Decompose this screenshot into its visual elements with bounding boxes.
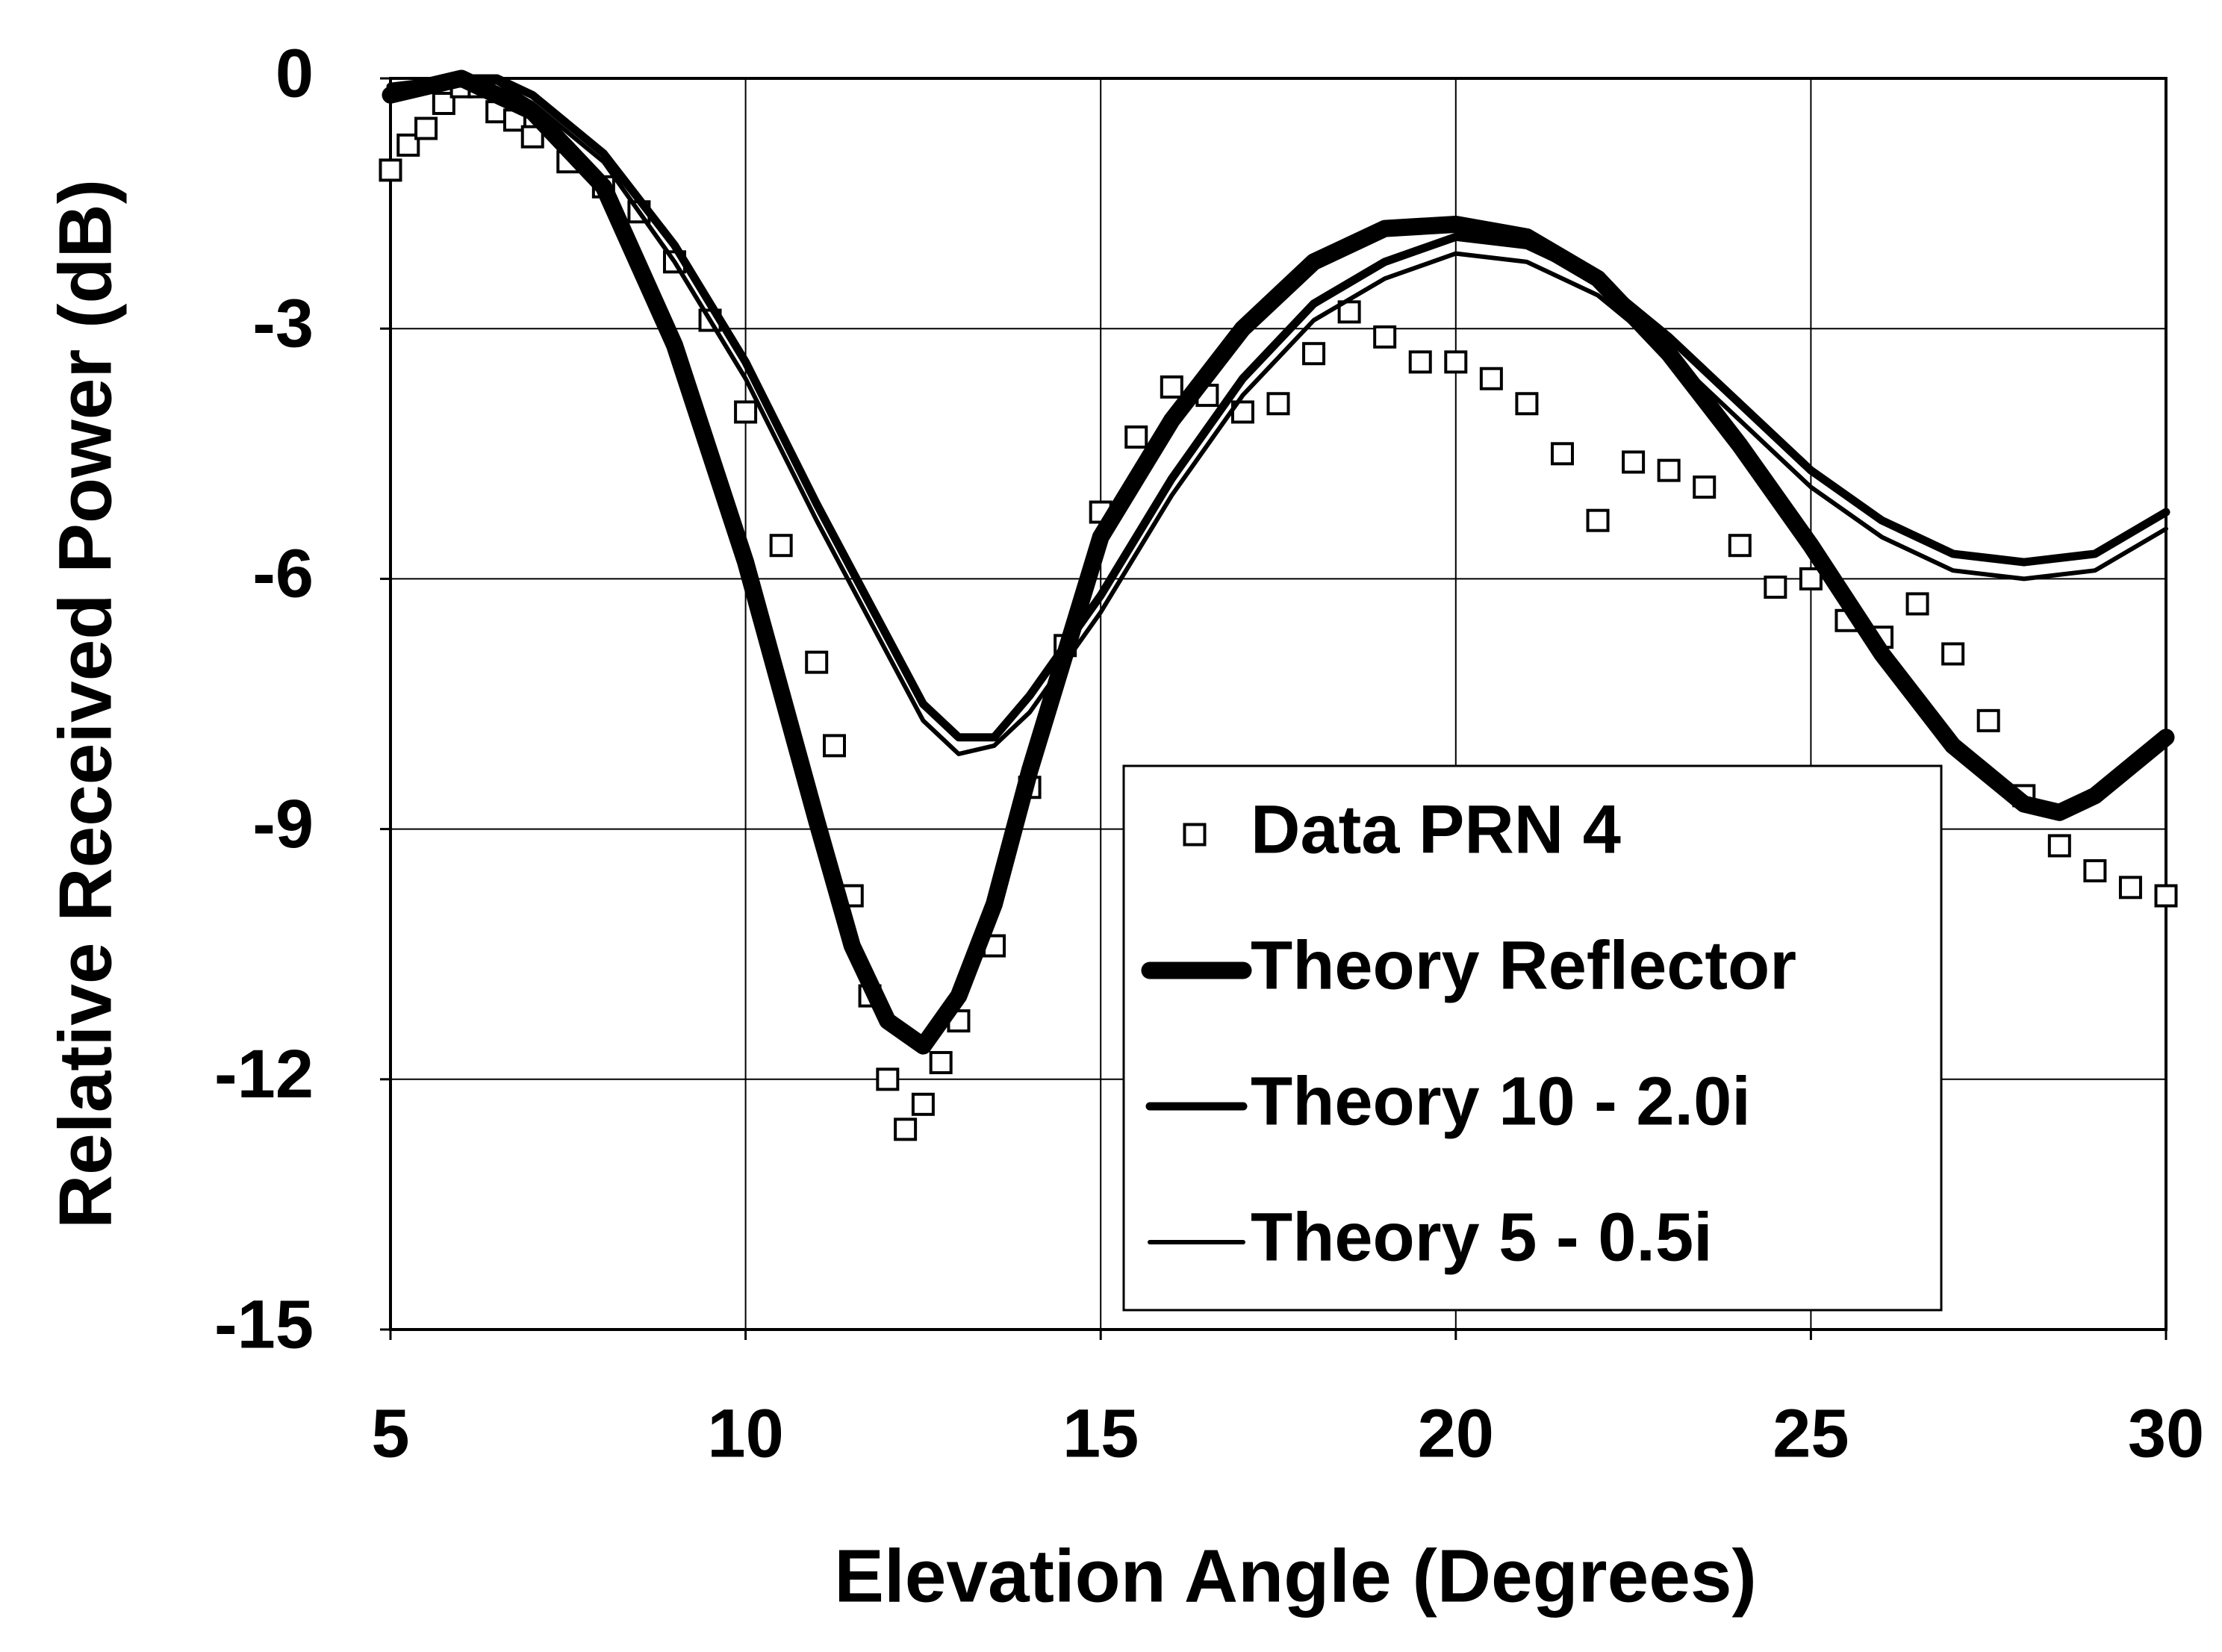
series-line: [382, 69, 2175, 1055]
data-point: [432, 92, 455, 116]
legend: Data PRN 4 Theory Reflector Theory 10 - 2.…: [1122, 764, 1943, 1312]
data-point: [1905, 592, 1929, 616]
data-point: [1586, 508, 1610, 532]
data-point: [876, 1067, 900, 1091]
legend-label: Theory 10 - 2.0i: [1251, 1063, 1751, 1139]
y-axis-title: Relative Received Power (dB): [43, 179, 127, 1229]
data-point: [1515, 392, 1539, 416]
data-point: [1976, 708, 2000, 732]
data-point: [1408, 350, 1432, 374]
data-point: [1764, 576, 1787, 599]
plot-frame: [389, 77, 2167, 1331]
x-tick-label: 10: [707, 1395, 783, 1471]
data-point: [1550, 442, 1574, 466]
series-line: [388, 76, 2168, 756]
x-tick-label: 30: [2128, 1395, 2204, 1471]
data-point: [805, 650, 829, 674]
data-point: [1444, 350, 1468, 374]
data-point: [2047, 834, 2071, 858]
y-tick-label: -6: [252, 536, 314, 612]
data-point: [734, 400, 758, 424]
data-point: [1160, 375, 1183, 399]
data-point: [1693, 475, 1717, 499]
data-point: [1124, 425, 1148, 449]
legend-label: Data PRN 4: [1251, 791, 1621, 867]
data-point: [1941, 642, 1965, 666]
y-tick-label: -15: [214, 1286, 314, 1362]
data-point: [1728, 534, 1752, 558]
data-point: [1479, 367, 1503, 390]
x-tick-label: 15: [1062, 1395, 1139, 1471]
data-point: [823, 734, 846, 758]
legend-label: Theory 5 - 0.5i: [1251, 1199, 1713, 1275]
data-point: [894, 1118, 918, 1141]
data-point: [1373, 325, 1397, 349]
legend-marker: [1183, 823, 1207, 847]
data-point: [2154, 884, 2178, 908]
data-point: [769, 534, 793, 558]
y-tick-label: -12: [214, 1036, 314, 1112]
y-tick-label: 0: [276, 35, 314, 111]
data-point: [1657, 458, 1681, 482]
data-point: [1302, 342, 1326, 366]
data-point: [379, 158, 402, 182]
data-point: [1266, 392, 1290, 416]
series-line: [386, 74, 2170, 742]
data-point: [911, 1092, 935, 1116]
data-point: [2118, 876, 2142, 900]
legend-label: Theory Reflector: [1251, 927, 1796, 1003]
y-tick-label: -9: [252, 786, 314, 862]
x-tick-label: 5: [371, 1395, 409, 1471]
x-tick-label: 20: [1418, 1395, 1494, 1471]
data-point: [2083, 858, 2107, 882]
x-tick-label: 25: [1773, 1395, 1849, 1471]
legend-box: [1122, 764, 1943, 1312]
y-tick-label: -3: [252, 285, 314, 361]
data-point: [929, 1050, 953, 1074]
data-point: [1622, 450, 1646, 474]
x-axis-title: Elevation Angle (Degrees): [834, 1534, 1757, 1618]
data-point: [1799, 567, 1823, 590]
data-point: [414, 116, 438, 140]
